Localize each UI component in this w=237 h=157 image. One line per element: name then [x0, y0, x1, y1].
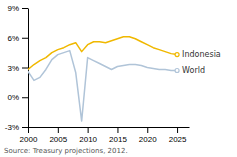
x-tick: 2015 — [109, 127, 127, 144]
y-tick-mark — [22, 8, 28, 9]
y-tick-mark — [22, 97, 28, 98]
x-tick-mark — [117, 127, 118, 133]
x-tick-mark — [88, 127, 89, 133]
y-tick-mark — [22, 127, 28, 128]
y-tick-label: 6% — [7, 34, 19, 43]
y-tick-mark — [22, 38, 28, 39]
x-tick-label: 2015 — [109, 135, 127, 144]
x-tick-mark — [147, 127, 148, 133]
x-tick-mark — [177, 127, 178, 133]
legend-label: Indonesia — [182, 50, 221, 59]
chart: 2000 2005 2010 2015 2020 2025 -3% 0% 3% 6% 9% Indon… — [0, 0, 237, 157]
x-tick-label: 2020 — [139, 135, 157, 144]
annotation: Source: Treasury projections, 2012. — [4, 147, 128, 155]
y-tick: 9% — [7, 4, 28, 13]
y-tick-mark — [22, 68, 28, 69]
series-group — [28, 37, 179, 121]
x-tick: 2020 — [139, 127, 157, 144]
end-marker — [175, 68, 179, 72]
x-tick: 2025 — [169, 127, 187, 144]
plot: 2000 2005 2010 2015 2020 2025 -3% 0% 3% 6% 9% Indon… — [5, 4, 221, 144]
x-tick-mark — [28, 127, 29, 133]
x-tick-label: 2025 — [169, 135, 187, 144]
x-tick: 2005 — [49, 127, 67, 144]
y-tick: -3% — [5, 123, 28, 132]
x-axis-line — [29, 127, 190, 128]
y-tick: 0% — [7, 93, 28, 102]
y-tick: 3% — [7, 64, 28, 73]
x-tick-label: 2005 — [49, 135, 67, 144]
x-tick-label: 2000 — [20, 135, 38, 144]
y-tick-label: 0% — [7, 93, 19, 102]
y-tick: 6% — [7, 34, 28, 43]
y-tick-label: -3% — [5, 123, 19, 132]
series-line — [28, 51, 177, 121]
legend-label: World — [182, 66, 205, 75]
x-tick: 2010 — [79, 127, 97, 144]
x-axis: 2000 2005 2010 2015 2020 2025 — [20, 127, 190, 144]
end-marker — [175, 53, 179, 57]
y-tick-label: 3% — [7, 64, 19, 73]
legend: Indonesia World — [182, 50, 221, 75]
y-axis: -3% 0% 3% 6% 9% — [5, 4, 29, 132]
y-tick-label: 9% — [7, 4, 19, 13]
x-tick-mark — [58, 127, 59, 133]
x-tick-label: 2010 — [79, 135, 97, 144]
x-tick: 2000 — [20, 127, 38, 144]
